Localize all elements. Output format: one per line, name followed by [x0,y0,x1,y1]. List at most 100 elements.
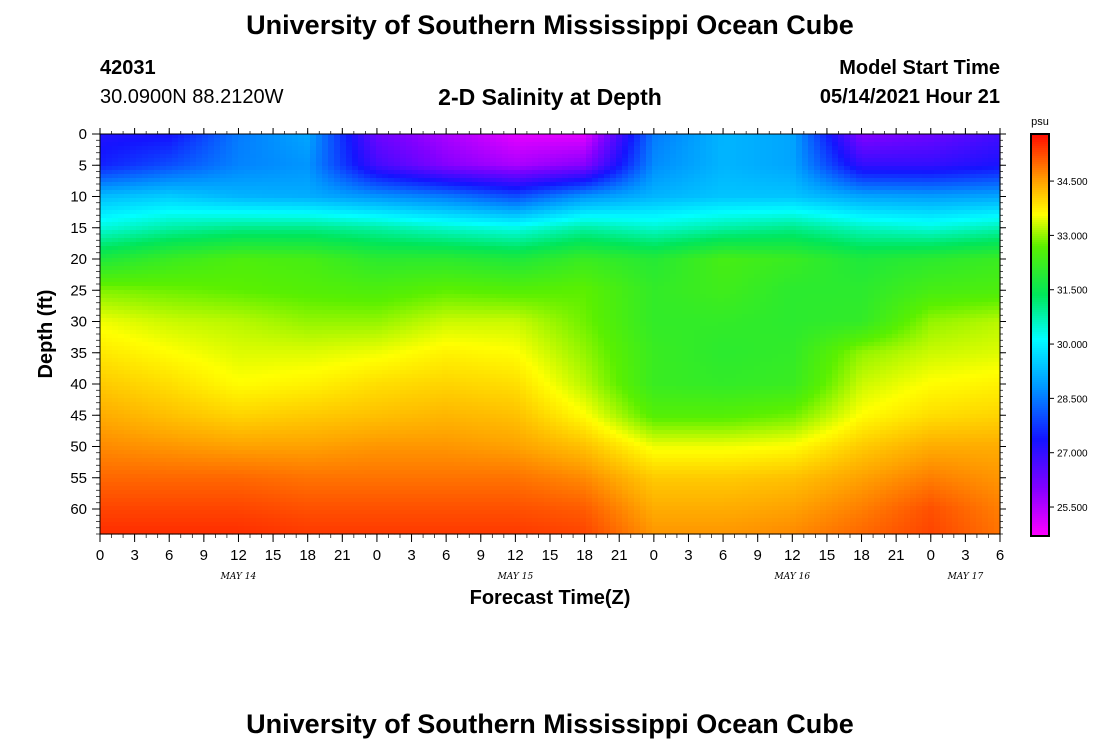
heatmap-cell [322,374,329,379]
heatmap-cell [304,246,311,251]
heatmap-cell [376,418,383,423]
heatmap-cell [286,198,293,203]
heatmap-cell [196,474,203,479]
heatmap-cell [304,298,311,303]
heatmap-cell [370,198,377,203]
heatmap-cell [334,254,341,259]
heatmap-cell [226,258,233,263]
heatmap-cell [202,338,209,343]
heatmap-cell [244,246,251,251]
heatmap-cell [226,406,233,411]
heatmap-cell [364,150,371,155]
heatmap-cell [202,138,209,143]
heatmap-cell [148,478,155,483]
heatmap-cell [202,150,209,155]
heatmap-cell [298,382,305,387]
heatmap-cell [328,502,335,507]
heatmap-cell [238,526,245,531]
heatmap-cell [268,150,275,155]
heatmap-cell [292,522,299,527]
heatmap-cell [334,154,341,159]
heatmap-cell [334,378,341,383]
heatmap-cell [124,274,131,279]
heatmap-cell [226,458,233,463]
heatmap-cell [208,142,215,147]
heatmap-cell [352,330,359,335]
heatmap-cell [220,194,227,199]
heatmap-cell [118,202,125,207]
heatmap-cell [328,390,335,395]
heatmap-cell [322,274,329,279]
heatmap-cell [154,446,161,451]
heatmap-cell [316,526,323,531]
heatmap-cell [160,490,167,495]
heatmap-cell [190,446,197,451]
heatmap-cell [286,238,293,243]
heatmap-cell [304,166,311,171]
heatmap-cell [298,394,305,399]
heatmap-cell [388,258,395,263]
heatmap-cell [190,366,197,371]
heatmap-cell [328,382,335,387]
heatmap-cell [364,230,371,235]
heatmap-cell [382,258,389,263]
heatmap-cell [328,282,335,287]
heatmap-cell [202,262,209,267]
heatmap-cell [334,490,341,495]
heatmap-cell [382,174,389,179]
heatmap-cell [184,134,191,139]
heatmap-cell [106,362,113,367]
heatmap-cell [280,186,287,191]
heatmap-cell [142,502,149,507]
heatmap-cell [160,218,167,223]
heatmap-cell [172,414,179,419]
heatmap-cell [184,322,191,327]
heatmap-cell [370,142,377,147]
heatmap-cell [154,174,161,179]
heatmap-cell [130,518,137,523]
heatmap-cell [196,326,203,331]
heatmap-cell [190,502,197,507]
heatmap-cell [328,474,335,479]
heatmap-cell [238,206,245,211]
heatmap-cell [208,490,215,495]
heatmap-cell [262,462,269,467]
heatmap-cell [370,230,377,235]
heatmap-cell [316,298,323,303]
heatmap-cell [250,282,257,287]
heatmap-cell [202,494,209,499]
heatmap-cell [298,510,305,515]
heatmap-cell [106,230,113,235]
heatmap-cell [274,166,281,171]
heatmap-cell [298,270,305,275]
heatmap-cell [388,242,395,247]
heatmap-cell [382,298,389,303]
heatmap-cell [370,158,377,163]
heatmap-cell [142,218,149,223]
heatmap-cell [178,186,185,191]
heatmap-cell [388,302,395,307]
heatmap-cell [304,470,311,475]
heatmap-cell [322,470,329,475]
heatmap-cell [154,190,161,195]
heatmap-cell [190,294,197,299]
heatmap-cell [328,334,335,339]
heatmap-cell [286,510,293,515]
heatmap-cell [202,290,209,295]
heatmap-cell [328,178,335,183]
heatmap-cell [232,190,239,195]
heatmap-cell [124,418,131,423]
heatmap-cell [136,238,143,243]
heatmap-cell [268,298,275,303]
heatmap-cell [376,510,383,515]
heatmap-cell [334,278,341,283]
heatmap-cell [262,158,269,163]
heatmap-cell [292,206,299,211]
heatmap-cell [148,182,155,187]
heatmap-cell [178,342,185,347]
heatmap-cell [244,298,251,303]
heatmap-cell [202,134,209,139]
heatmap-cell [394,282,401,287]
heatmap-cell [226,166,233,171]
heatmap-cell [202,258,209,263]
